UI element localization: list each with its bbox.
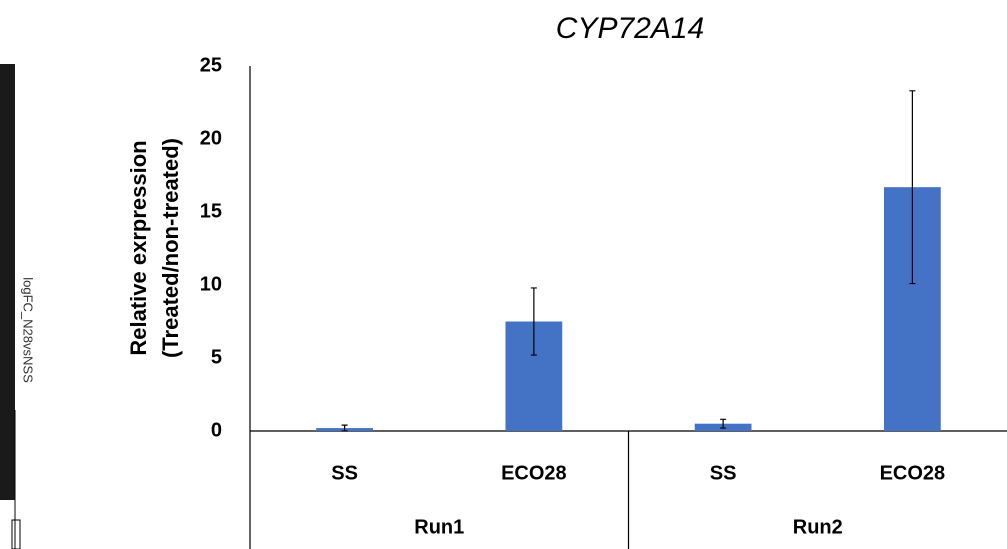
group-label: Run2: [793, 516, 843, 538]
y-axis-label: (Treated/non-treated): [158, 138, 183, 358]
y-tick-label: 15: [200, 200, 222, 222]
y-axis-label: Relative exrpression: [126, 140, 151, 355]
x-tick-label: ECO28: [501, 462, 567, 484]
side-label: logFC_N28vsNSS: [21, 277, 36, 383]
group-label: Run1: [414, 516, 464, 538]
y-tick-label: 10: [200, 273, 222, 295]
x-tick-label: SS: [710, 462, 737, 484]
y-tick-label: 5: [211, 346, 222, 368]
x-tick-label: SS: [331, 462, 358, 484]
x-tick-label: ECO28: [880, 462, 946, 484]
y-tick-label: 25: [200, 54, 222, 76]
chart-title: CYP72A14: [556, 12, 704, 45]
y-tick-label: 0: [211, 419, 222, 441]
page: logFC_N28vsNSS CYP72A14 Relative exrpres…: [0, 0, 1007, 549]
y-tick-label: 20: [200, 127, 222, 149]
side-box: [12, 520, 20, 549]
chart: logFC_N28vsNSS CYP72A14 Relative exrpres…: [0, 0, 1007, 549]
side-image: [0, 64, 15, 500]
